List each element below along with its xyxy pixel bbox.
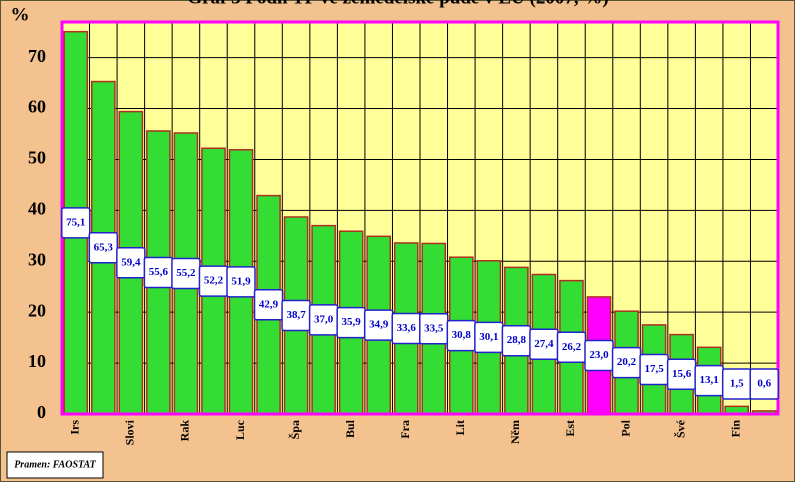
value-label: 59,4 (121, 256, 141, 268)
y-tick-label: 30 (28, 249, 46, 269)
value-label: 26,2 (562, 341, 582, 353)
x-tick-label: Fra (398, 420, 412, 439)
x-tick-label: Něm (508, 420, 522, 444)
value-label: 30,1 (479, 331, 498, 343)
value-label: 51,9 (231, 275, 251, 287)
value-label: 35,9 (342, 316, 362, 328)
value-label: 13,1 (700, 374, 719, 386)
value-label-box (61, 207, 91, 239)
y-tick-label: 70 (28, 46, 46, 66)
source: Pramen: FAOSTAT (14, 459, 96, 470)
value-label: 0,6 (757, 378, 771, 390)
value-label: 37,0 (314, 313, 334, 325)
y-axis-label: % (11, 4, 30, 25)
value-label: 17,5 (644, 363, 664, 375)
x-tick-label: Irs (68, 420, 82, 435)
value-label: 1,5 (730, 378, 744, 390)
source-box (6, 451, 104, 479)
value-label: 20,2 (617, 356, 637, 368)
value-label: 15,6 (672, 368, 692, 380)
chart-title: Graf 3 Podíl TP ve zemědělské půdě v EU … (187, 0, 608, 8)
y-tick-label: 20 (28, 300, 46, 320)
value-label: 30,8 (452, 329, 472, 341)
y-tick-label: 10 (28, 351, 46, 371)
x-tick-label: Špa (288, 420, 302, 439)
x-tick-label: Rak (178, 420, 192, 442)
x-tick-label: Slovi (123, 419, 137, 445)
value-label-box (226, 266, 256, 298)
value-label: 27,4 (534, 338, 554, 350)
x-tick-label: Pol (618, 419, 632, 436)
value-label: 75,1 (66, 216, 85, 228)
y-tick-label: 0 (37, 402, 46, 422)
y-tick-label: 40 (28, 198, 46, 218)
value-label: 52,2 (204, 275, 224, 287)
x-tick-label: Lit (453, 420, 467, 435)
x-tick-label: Švé (673, 419, 687, 438)
value-label: 38,7 (286, 309, 306, 321)
x-tick-label: Luc (233, 419, 247, 440)
value-label: 42,9 (259, 298, 279, 310)
value-label: 65,3 (94, 241, 114, 253)
value-label: 28,8 (507, 334, 527, 346)
value-label: 55,2 (176, 267, 196, 279)
value-label: 33,6 (397, 322, 417, 334)
value-label: 55,6 (149, 266, 169, 278)
x-tick-label: Bul (343, 419, 357, 438)
y-tick-label: 60 (28, 97, 46, 117)
value-label: 34,9 (369, 319, 389, 331)
x-tick-label: Est (563, 420, 577, 437)
value-label: 23,0 (589, 349, 609, 361)
value-label: 33,5 (424, 322, 444, 334)
y-tick-label: 50 (28, 148, 46, 168)
x-tick-label: Fin (728, 420, 742, 438)
value-label-box (749, 368, 779, 400)
